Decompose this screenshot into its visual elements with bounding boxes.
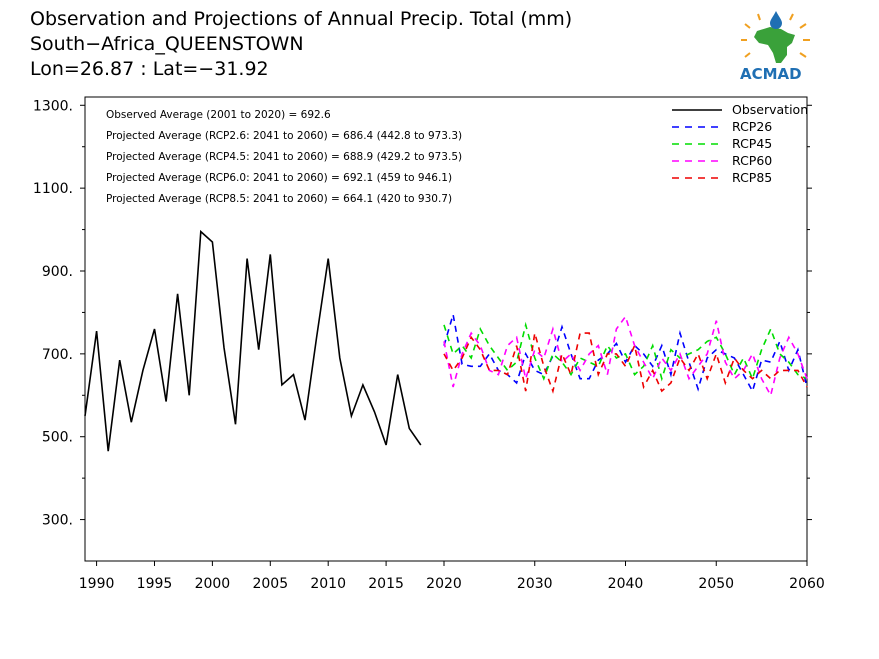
y-tick-label: 900. bbox=[42, 264, 73, 280]
legend-label-rcp85: RCP85 bbox=[732, 170, 772, 185]
sun-rays-icon bbox=[741, 13, 810, 58]
logo-text: ACMAD bbox=[740, 65, 802, 83]
y-tick-label: 300. bbox=[42, 513, 73, 529]
legend-label-rcp45: RCP45 bbox=[732, 136, 772, 151]
y-tick-label: 1100. bbox=[33, 181, 73, 197]
x-tick-label: 2060 bbox=[789, 576, 825, 592]
chart-title: Observation and Projections of Annual Pr… bbox=[30, 8, 572, 30]
plot-frame bbox=[84, 96, 808, 562]
annotation-rcp60: Projected Average (RCP6.0: 2041 to 2060)… bbox=[106, 172, 452, 184]
annotation-block: Observed Average (2001 to 2020) = 692.6 … bbox=[106, 109, 462, 205]
legend: Observation RCP26 RCP45 RCP60 RCP85 bbox=[672, 102, 808, 185]
x-tick-label: 2015 bbox=[368, 576, 404, 592]
annotation-rcp26: Projected Average (RCP2.6: 2041 to 2060)… bbox=[106, 130, 462, 142]
x-tick-label: 2030 bbox=[517, 576, 553, 592]
annotation-rcp45: Projected Average (RCP4.5: 2041 to 2060)… bbox=[106, 151, 462, 163]
series-line-rcp60 bbox=[443, 314, 808, 398]
y-tick-label: 500. bbox=[42, 430, 73, 446]
x-tick-label: 2050 bbox=[698, 576, 734, 592]
x-tick-label: 1995 bbox=[137, 576, 173, 592]
series-line-rcp85 bbox=[443, 332, 808, 394]
series-line-rcp26 bbox=[443, 314, 808, 394]
x-tick-label: 2005 bbox=[252, 576, 288, 592]
x-tick-label: 2040 bbox=[608, 576, 644, 592]
legend-label-rcp26: RCP26 bbox=[732, 119, 772, 134]
x-tick-label: 1990 bbox=[79, 576, 115, 592]
africa-map-icon bbox=[754, 27, 795, 63]
legend-label-observation: Observation bbox=[732, 102, 808, 117]
y-tick-label: 700. bbox=[42, 347, 73, 363]
annotation-observed: Observed Average (2001 to 2020) = 692.6 bbox=[106, 109, 331, 121]
x-tick-label: 2020 bbox=[426, 576, 462, 592]
series-line-observation bbox=[84, 229, 422, 452]
legend-label-rcp60: RCP60 bbox=[732, 153, 772, 168]
series-line-rcp45 bbox=[443, 321, 808, 382]
water-drop-icon bbox=[770, 11, 782, 29]
x-tick-label: 2010 bbox=[310, 576, 346, 592]
y-tick-label: 1300. bbox=[33, 98, 73, 114]
series-layer bbox=[84, 229, 808, 452]
chart-location: South−Africa_QUEENSTOWN bbox=[30, 33, 304, 55]
chart-coordinates: Lon=26.87 : Lat=−31.92 bbox=[30, 58, 269, 80]
annotation-rcp85: Projected Average (RCP8.5: 2041 to 2060)… bbox=[106, 193, 452, 205]
x-tick-label: 2000 bbox=[195, 576, 231, 592]
axis-ticks: 1990 1995 2000 2005 2010 2015 2020 2030 2040 2050… bbox=[33, 98, 825, 592]
acmad-logo: ACMAD bbox=[740, 11, 810, 83]
